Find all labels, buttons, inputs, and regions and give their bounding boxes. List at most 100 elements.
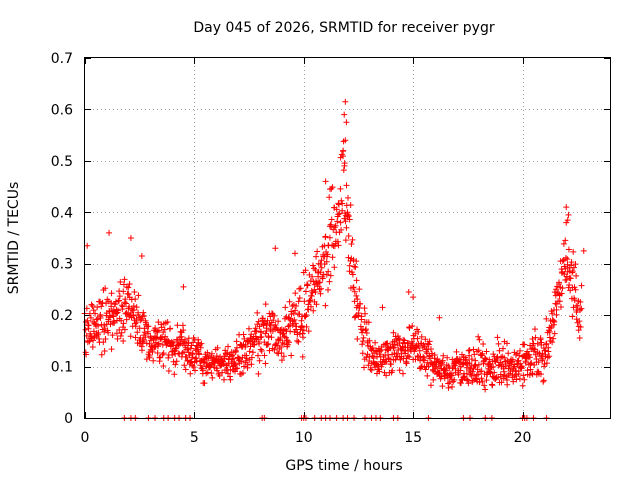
data-point xyxy=(577,306,584,313)
data-point xyxy=(101,322,108,329)
data-point xyxy=(344,209,351,216)
data-points xyxy=(81,98,587,421)
data-point xyxy=(309,273,316,280)
data-point xyxy=(491,369,498,376)
data-point xyxy=(185,349,192,356)
data-point xyxy=(190,363,197,370)
data-point xyxy=(496,347,503,354)
data-point xyxy=(259,315,266,322)
data-point xyxy=(522,354,529,361)
data-point xyxy=(343,119,350,126)
data-point xyxy=(259,315,266,322)
data-point xyxy=(326,278,333,285)
data-point xyxy=(540,377,547,384)
data-point xyxy=(420,341,427,348)
data-point xyxy=(309,262,316,269)
data-point xyxy=(296,285,303,292)
data-point xyxy=(155,340,162,347)
plot-border xyxy=(84,57,611,419)
data-point xyxy=(132,334,139,341)
data-point xyxy=(337,185,344,192)
data-point xyxy=(451,376,458,383)
data-point xyxy=(569,268,576,275)
data-point xyxy=(468,356,475,363)
data-point xyxy=(412,330,419,337)
data-point xyxy=(102,285,109,292)
data-point xyxy=(165,367,172,374)
data-point xyxy=(475,361,482,368)
data-point xyxy=(185,340,192,347)
data-point xyxy=(363,329,370,336)
data-point xyxy=(314,248,321,255)
data-point xyxy=(122,300,129,307)
data-point xyxy=(152,325,159,332)
data-point xyxy=(343,224,350,231)
data-point xyxy=(318,257,325,264)
data-point xyxy=(325,286,332,293)
data-point xyxy=(281,340,288,347)
data-point xyxy=(415,328,422,335)
data-point xyxy=(131,288,138,295)
data-point xyxy=(161,326,168,333)
data-point xyxy=(504,381,511,388)
data-point xyxy=(476,336,483,343)
data-point xyxy=(440,352,447,359)
data-point xyxy=(414,352,421,359)
data-point xyxy=(449,383,456,390)
data-point xyxy=(189,362,196,369)
x-tick-label: 20 xyxy=(514,430,532,446)
data-point xyxy=(390,329,397,336)
data-point xyxy=(356,286,363,293)
data-point xyxy=(189,354,196,361)
data-point xyxy=(515,368,522,375)
data-point xyxy=(518,365,525,372)
data-point xyxy=(313,301,320,308)
data-point xyxy=(346,262,353,269)
data-point xyxy=(174,322,181,329)
data-point xyxy=(361,364,368,371)
data-point xyxy=(466,352,473,359)
data-point xyxy=(153,328,160,335)
data-point xyxy=(537,335,544,342)
data-point xyxy=(158,324,165,331)
y-tick-label: 0.1 xyxy=(51,360,73,376)
data-point xyxy=(531,346,538,353)
data-point xyxy=(436,314,443,321)
data-point xyxy=(495,340,502,347)
data-point xyxy=(225,343,232,350)
data-point xyxy=(544,354,551,361)
data-point xyxy=(516,375,523,382)
data-point xyxy=(230,355,237,362)
data-point xyxy=(173,358,180,365)
data-point xyxy=(302,267,309,274)
data-point xyxy=(193,355,200,362)
data-point xyxy=(521,341,528,348)
data-point xyxy=(85,322,92,329)
data-point xyxy=(272,245,279,252)
data-point xyxy=(180,327,187,334)
data-point xyxy=(213,353,220,360)
data-point xyxy=(483,377,490,384)
data-point xyxy=(147,333,154,340)
data-point xyxy=(465,380,472,387)
data-point xyxy=(359,350,366,357)
data-point xyxy=(500,345,507,352)
data-point xyxy=(329,242,336,249)
data-point xyxy=(232,347,239,354)
data-point xyxy=(299,322,306,329)
data-point xyxy=(488,364,495,371)
data-point xyxy=(324,251,331,258)
data-point xyxy=(255,318,262,325)
y-axis-label: SRMTID / TECUs xyxy=(6,182,22,295)
data-point xyxy=(342,98,349,105)
data-point xyxy=(101,347,108,354)
data-point xyxy=(570,248,577,255)
axis-ticks xyxy=(85,58,610,419)
data-point xyxy=(201,380,208,387)
data-point xyxy=(278,357,285,364)
data-point xyxy=(113,330,120,337)
data-point xyxy=(260,322,267,329)
data-point xyxy=(509,356,516,363)
data-point xyxy=(580,247,587,254)
data-point xyxy=(361,305,368,312)
